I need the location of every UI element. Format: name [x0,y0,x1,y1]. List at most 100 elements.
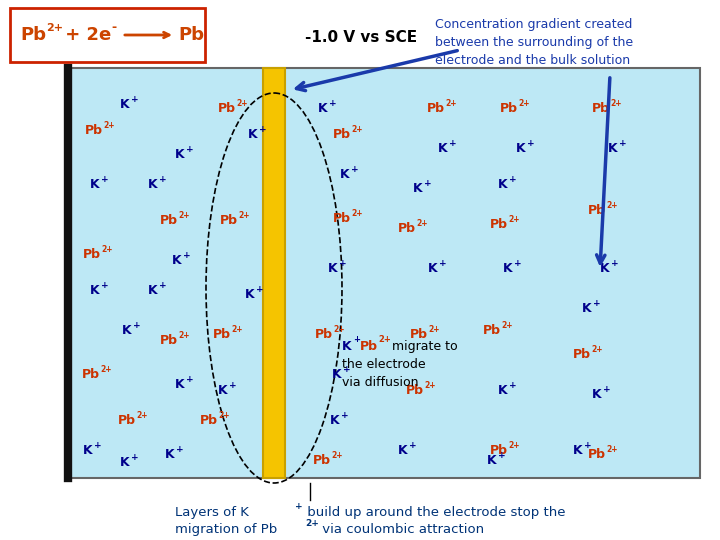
Text: K: K [342,340,351,353]
Text: K: K [413,181,423,194]
Text: Pb: Pb [410,328,428,341]
Text: Pb: Pb [118,414,136,427]
Text: K: K [245,288,255,301]
Text: K: K [172,253,181,267]
Text: +: + [101,280,109,289]
Text: +: + [498,450,505,460]
Text: +: + [584,441,592,449]
Text: K: K [175,148,184,161]
Text: +: + [449,138,456,147]
Text: K: K [330,414,340,427]
Text: Pb: Pb [178,26,204,44]
Text: K: K [592,388,602,402]
Text: +: + [259,125,266,134]
Text: K: K [428,261,438,274]
Text: K: K [573,443,582,456]
Text: Pb: Pb [220,213,238,226]
Text: K: K [175,379,184,392]
Text: 2+: 2+ [508,441,520,449]
Text: 2+: 2+ [610,98,621,107]
Text: -1.0 V vs SCE: -1.0 V vs SCE [305,30,417,45]
Text: Pb: Pb [213,328,231,341]
Text: +: + [509,176,517,185]
Text: 2+: 2+ [518,98,529,107]
Text: K: K [332,368,341,381]
Text: Pb: Pb [360,340,378,353]
Text: K: K [516,141,526,154]
Text: 2+: 2+ [136,410,148,420]
Text: 2+: 2+ [508,215,520,225]
Text: 2+: 2+ [333,326,344,334]
Text: Pb: Pb [483,323,501,336]
Text: Pb: Pb [427,102,445,114]
Text: +: + [229,381,237,389]
Text: the electrode: the electrode [342,358,426,371]
Text: +: + [593,299,600,307]
Text: +: + [186,145,194,154]
Text: 2+: 2+ [351,208,362,218]
Text: +: + [256,286,264,294]
Text: +: + [603,386,611,395]
Text: K: K [328,261,338,274]
Text: Concentration gradient created
between the surrounding of the
electrode and the : Concentration gradient created between t… [435,18,633,67]
Text: +: + [341,410,348,420]
Text: K: K [608,141,618,154]
Text: 2+: 2+ [606,446,618,455]
Text: K: K [487,454,497,467]
Text: Pb: Pb [160,334,178,347]
Text: 2+: 2+ [231,326,243,334]
Text: Pb: Pb [313,454,331,467]
Text: +: + [343,366,351,375]
Text: K: K [148,284,158,296]
Text: Pb: Pb [333,129,351,141]
Text: +: + [186,375,194,384]
Text: +: + [133,321,140,329]
Text: +: + [611,259,618,267]
Text: K: K [165,449,175,462]
Text: Pb: Pb [160,213,178,226]
Text: Pb: Pb [83,248,101,261]
Text: K: K [398,443,408,456]
Text: Pb: Pb [500,102,518,114]
Text: 2+: 2+ [378,335,391,344]
Text: Pb: Pb [82,368,100,381]
Text: +: + [329,98,337,107]
Text: 2+: 2+ [591,346,603,354]
Text: K: K [340,168,350,181]
Text: +: + [176,446,184,455]
Text: Pb: Pb [20,26,46,44]
Text: 2+: 2+ [178,330,189,340]
Text: Pb: Pb [573,348,591,361]
Text: +: + [424,179,431,187]
Text: Pb: Pb [406,383,424,396]
Text: 2+: 2+ [424,381,436,389]
Text: 2+: 2+ [101,246,112,254]
Text: Pb: Pb [218,102,236,114]
Text: 2+: 2+ [416,219,428,227]
Text: +: + [439,259,446,267]
Text: -: - [111,22,116,35]
Text: +: + [514,259,521,267]
Text: K: K [120,98,130,111]
Text: K: K [122,323,132,336]
Text: K: K [83,443,93,456]
Text: +: + [509,381,517,389]
Text: K: K [318,102,328,114]
Text: K: K [582,301,592,314]
Text: 2+: 2+ [305,519,319,528]
Text: 2+: 2+ [103,120,114,130]
Text: +: + [527,138,535,147]
Text: 2+: 2+ [218,410,230,420]
Text: +: + [619,138,626,147]
Text: Pb: Pb [490,443,508,456]
Text: K: K [600,261,610,274]
Bar [263,68,285,478]
Text: K: K [90,179,99,192]
Text: Pb: Pb [200,414,218,427]
Text: K: K [498,383,508,396]
Text: +: + [131,96,139,105]
Text: K: K [438,141,448,154]
Text: + 2e: + 2e [59,26,112,44]
Text: build up around the electrode stop the: build up around the electrode stop the [303,506,565,519]
Text: migrate to: migrate to [388,340,458,353]
